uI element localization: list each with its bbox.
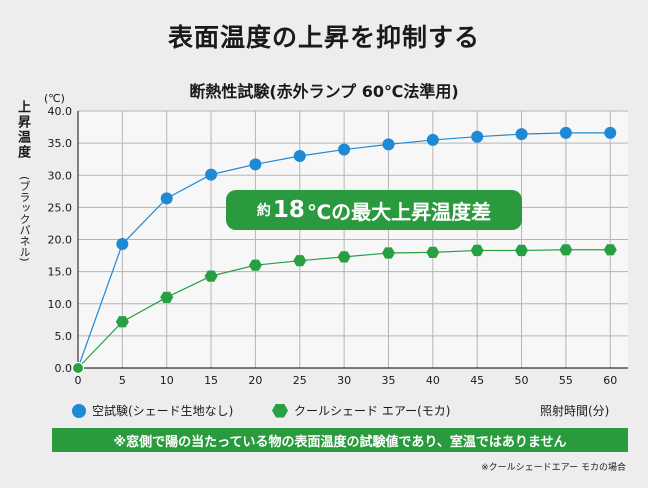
blank-test-point <box>293 149 306 162</box>
circle-marker-icon <box>72 403 86 418</box>
x-tick-label: 15 <box>204 374 218 387</box>
y-tick-label: 15.0 <box>48 266 73 279</box>
badge-suffix: ℃の最大上昇温度差 <box>306 199 492 224</box>
cool-shade-point <box>115 316 129 328</box>
x-tick-label: 45 <box>470 374 484 387</box>
headline: 表面温度の上昇を抑制する <box>167 23 480 52</box>
cool-shade-point <box>337 251 351 263</box>
badge-value: 18 <box>272 197 305 223</box>
blank-test-point <box>160 192 173 205</box>
x-tick-label: 5 <box>119 374 126 387</box>
blank-test-point <box>515 128 528 141</box>
hexagon-marker-icon <box>272 403 288 418</box>
blank-test-point <box>249 158 262 171</box>
x-tick-label: 55 <box>559 374 573 387</box>
y-tick-label: 30.0 <box>48 169 73 182</box>
cool-shade-point <box>293 255 307 267</box>
cool-shade-point <box>470 244 484 257</box>
x-tick-label: 40 <box>426 374 440 387</box>
cool-shade-point <box>248 259 262 271</box>
blank-test-point <box>426 133 439 146</box>
y-tick-label: 35.0 <box>48 137 73 150</box>
x-tick-label: 50 <box>515 374 529 387</box>
cool-shade-point <box>559 244 573 256</box>
cool-shade-point <box>515 244 528 257</box>
x-axis-label: 照射時間(分) <box>540 404 610 418</box>
x-tick-label: 0 <box>75 374 82 387</box>
y-tick-label: 40.0 <box>48 105 73 118</box>
cool-shade-point <box>382 247 395 259</box>
legend-label: クールシェード エアー(モカ) <box>294 404 451 418</box>
blank-test-point <box>205 168 218 181</box>
note-banner: ※窓側で陽の当たっている物の表面温度の試験値であり、室温ではありません <box>52 428 628 452</box>
unit-label: (℃) <box>44 92 65 105</box>
badge-prefix: 約 <box>256 203 271 219</box>
legend-item-cool-shade: クールシェード エアー(モカ) <box>272 402 450 419</box>
cool-shade-point <box>603 244 617 256</box>
origin-point-marker <box>72 362 84 374</box>
blank-test-point <box>559 126 572 139</box>
x-tick-label: 30 <box>337 374 351 387</box>
y-tick-label: 10.0 <box>48 298 73 311</box>
blank-test-point <box>382 138 395 151</box>
cool-shade-point <box>204 270 218 282</box>
temperature-difference-badge: 約 18 ℃の最大上昇温度差 <box>226 190 522 230</box>
x-tick-label: 10 <box>160 374 174 387</box>
blank-test-point <box>338 143 351 156</box>
blank-test-point <box>471 130 484 143</box>
blank-test-point <box>604 126 617 139</box>
x-tick-label: 60 <box>603 374 617 387</box>
y-axis-sublabel: (ブラックパネル) <box>18 176 31 262</box>
blank-test-point <box>116 237 129 250</box>
x-tick-label: 35 <box>381 374 395 387</box>
y-tick-label: 5.0 <box>55 330 73 343</box>
y-axis-label: 上昇温度 <box>15 100 30 160</box>
chart-title: 断熱性試験(赤外ランプ 60℃法準用) <box>189 82 459 101</box>
x-tick-label: 20 <box>248 374 262 387</box>
footnote: ※クールシェードエアー モカの場合 <box>481 463 626 473</box>
x-tick-label: 25 <box>293 374 307 387</box>
y-tick-label: 0.0 <box>55 362 73 375</box>
y-tick-label: 20.0 <box>48 234 73 247</box>
cool-shade-point <box>426 246 440 258</box>
y-tick-label: 25.0 <box>48 201 73 214</box>
cool-shade-point <box>160 291 174 303</box>
legend-label: 空試験(シェード生地なし) <box>92 404 234 418</box>
legend-item-blank-test: 空試験(シェード生地なし) <box>72 402 233 419</box>
